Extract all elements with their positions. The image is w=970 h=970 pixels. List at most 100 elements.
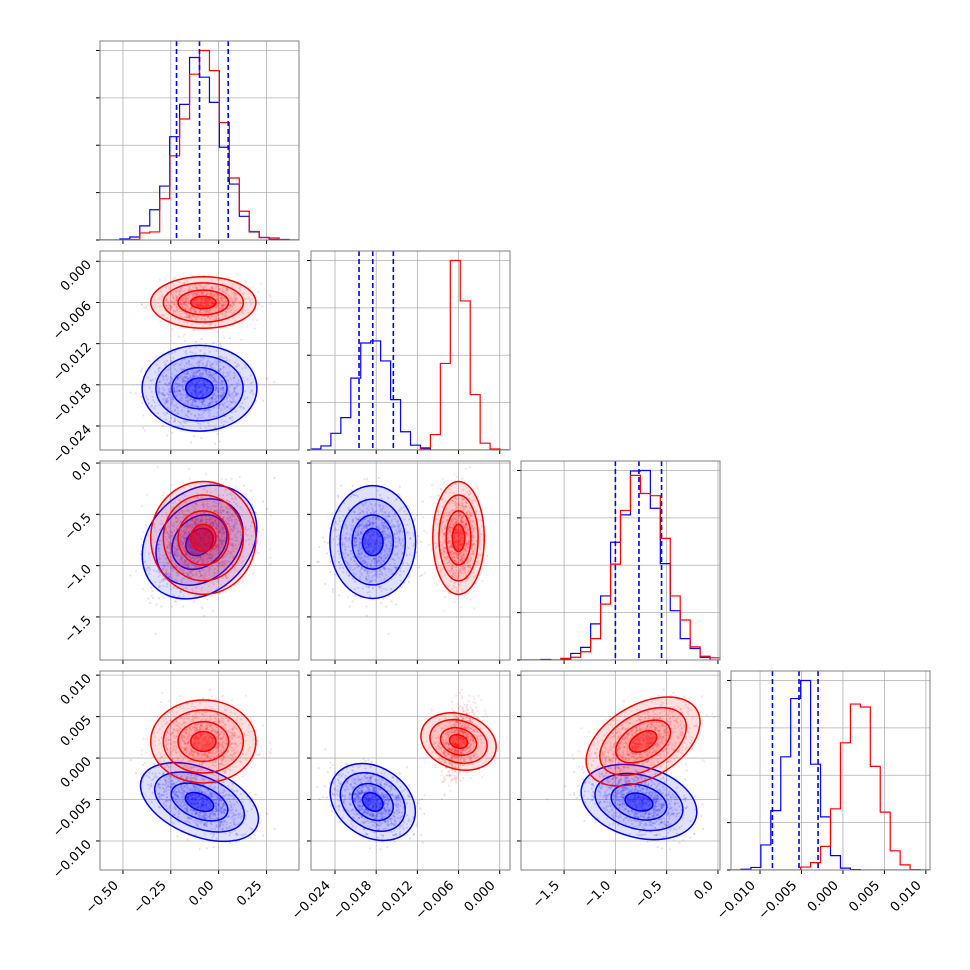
scatter-point [191, 306, 194, 309]
scatter-point [256, 290, 259, 293]
scatter-point [204, 370, 208, 373]
scatter-point [171, 396, 174, 399]
scatter-point [197, 386, 201, 389]
scatter-point [188, 384, 191, 387]
scatter-point [195, 303, 199, 306]
scatter-point [170, 403, 173, 406]
y-tick-label: 0.0 [70, 459, 95, 484]
scatter-point [209, 386, 212, 390]
scatter-point [150, 405, 153, 408]
scatter-point [201, 363, 204, 366]
scatter-point [210, 363, 213, 366]
y-tick-label: −0.012 [50, 340, 95, 385]
scatter-point [228, 400, 232, 403]
scatter-point [184, 419, 187, 422]
scatter-point [244, 389, 247, 393]
scatter-point [188, 398, 191, 402]
scatter-point [166, 400, 169, 403]
scatter-point [159, 305, 162, 308]
scatter-point [195, 286, 199, 289]
scatter-point [175, 296, 178, 300]
scatter-point [205, 310, 208, 313]
scatter-point [146, 398, 150, 401]
scatter-point [168, 382, 171, 385]
scatter-point [218, 440, 221, 443]
scatter-point [184, 339, 187, 343]
scatter-point [197, 405, 200, 408]
scatter-point [178, 363, 181, 366]
scatter-point [216, 298, 219, 301]
scatter-point [154, 405, 157, 408]
scatter-point [233, 372, 236, 375]
scatter-point [199, 372, 202, 375]
scatter-point [249, 489, 252, 492]
scatter-point [183, 368, 186, 371]
scatter-point [233, 376, 236, 380]
scatter-point [193, 298, 197, 301]
scatter-point [205, 293, 209, 296]
scatter-point [174, 391, 177, 394]
scatter-point [197, 370, 200, 373]
scatter-point [140, 303, 143, 306]
scatter-point [183, 379, 186, 382]
scatter-point [164, 363, 167, 366]
scatter-point [227, 294, 230, 297]
scatter-point [236, 272, 239, 276]
y-tick-label: −0.024 [50, 422, 95, 467]
scatter-point [198, 373, 202, 376]
scatter-point [179, 392, 183, 396]
scatter-point [207, 303, 210, 306]
scatter-point [239, 405, 243, 408]
scatter-point [198, 370, 201, 373]
scatter-point [208, 402, 211, 405]
scatter-blue [129, 335, 276, 445]
scatter-point [231, 304, 234, 308]
scatter-point [196, 316, 199, 319]
scatter-point [241, 367, 244, 370]
scatter-point [170, 410, 174, 413]
scatter-point [203, 298, 207, 301]
scatter-point [237, 382, 240, 385]
scatter-point [222, 386, 225, 390]
scatter-point [159, 290, 163, 293]
scatter-point [220, 312, 224, 316]
scatter-point [161, 424, 164, 428]
scatter-point [164, 382, 167, 385]
scatter-point [143, 429, 146, 432]
scatter-point [184, 297, 187, 300]
scatter-point [251, 318, 255, 321]
scatter-point [232, 389, 236, 392]
scatter-point [170, 307, 173, 311]
scatter-point [188, 299, 191, 302]
scatter-point [187, 409, 190, 413]
y-tick-label: −1.5 [62, 613, 95, 646]
scatter-point [180, 375, 183, 378]
scatter-point [207, 408, 210, 411]
scatter-point [201, 607, 204, 610]
scatter-point [188, 288, 192, 291]
scatter-point [216, 294, 219, 297]
scatter-point [175, 386, 179, 389]
scatter-point [211, 307, 214, 310]
scatter-point [201, 311, 204, 314]
scatter-point [216, 302, 219, 305]
scatter-point [228, 294, 231, 297]
scatter-point [225, 356, 228, 359]
scatter-point [209, 373, 212, 376]
scatter-point [194, 372, 198, 376]
scatter-point [192, 405, 196, 408]
scatter-point [199, 416, 202, 419]
scatter-point [234, 394, 238, 397]
scatter-point [225, 282, 228, 285]
scatter-point [203, 302, 206, 305]
scatter-point [190, 306, 193, 309]
scatter-point [194, 414, 197, 418]
scatter-point [194, 389, 198, 392]
scatter-point [179, 288, 183, 291]
scatter-point [174, 382, 177, 385]
scatter-point [223, 420, 226, 423]
scatter-point [241, 292, 244, 296]
scatter-point [235, 292, 238, 295]
scatter-point [172, 420, 176, 424]
scatter-point [182, 335, 185, 338]
